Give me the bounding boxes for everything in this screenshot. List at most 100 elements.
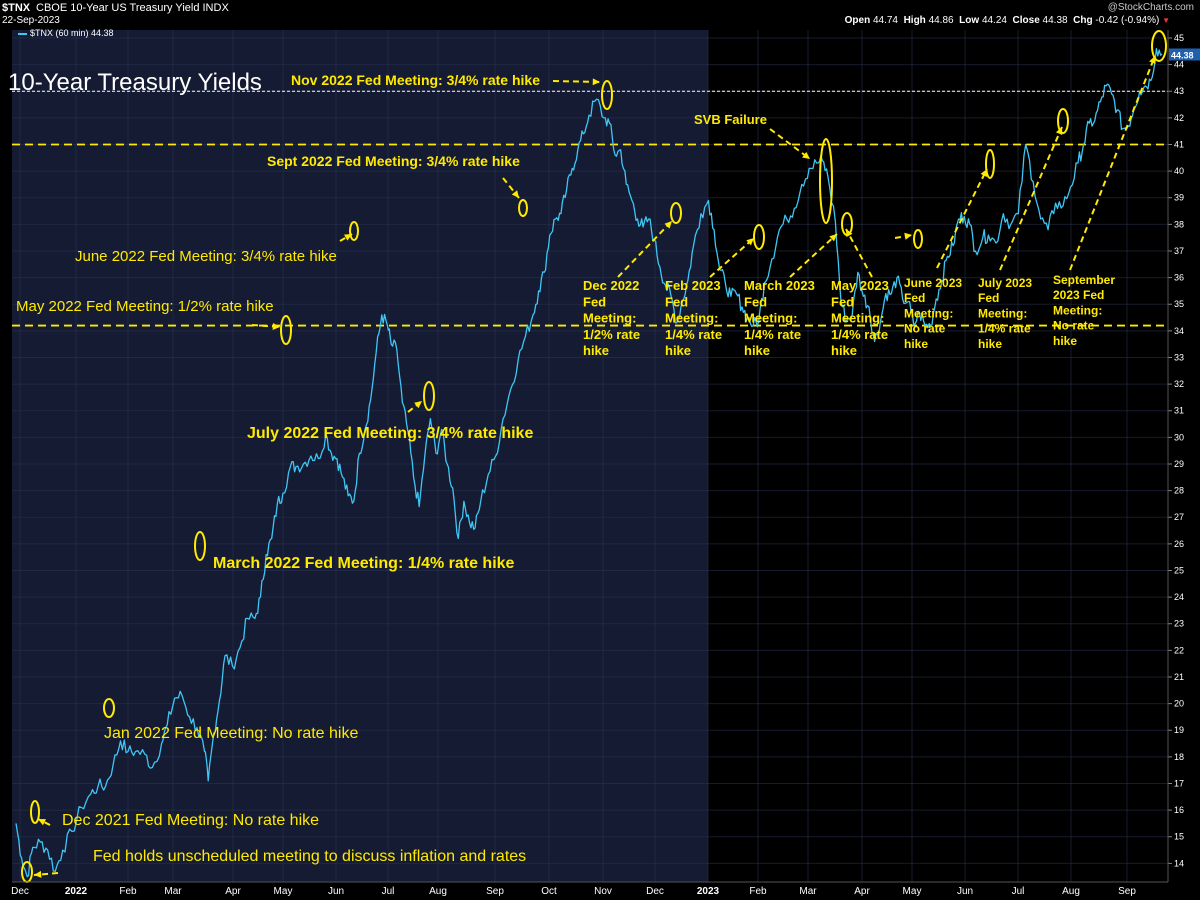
open-label: Open	[844, 15, 871, 26]
high-label: High	[903, 15, 926, 26]
chg-label: Chg	[1073, 15, 1093, 26]
y-tick-label: 39	[1174, 193, 1184, 203]
chg-value: -0.42 (-0.94%)	[1095, 15, 1160, 26]
ann-dec-2021: Dec 2021 Fed Meeting: No rate hike	[62, 812, 319, 829]
y-tick-label: 34	[1174, 326, 1184, 336]
y-tick-label: 22	[1174, 645, 1184, 655]
event-marker-ellipse	[913, 229, 923, 249]
event-marker-ellipse	[753, 224, 765, 250]
high-value: 44.86	[928, 15, 954, 26]
y-tick-label: 24	[1174, 592, 1184, 602]
x-tick-label: May	[903, 886, 922, 897]
annotation-arrowhead	[344, 234, 352, 241]
chart-title: 10-Year Treasury Yields	[8, 69, 262, 96]
annotation-arrowhead	[34, 870, 42, 878]
ann-dec-2021-line: Dec 2021 Fed Meeting: No rate hike	[62, 812, 319, 829]
annotation-arrowhead	[829, 234, 837, 242]
x-tick-label: Mar	[164, 886, 182, 897]
ann-mar-2023-line: 1/4% rate	[744, 327, 801, 342]
ann-dec-2022-line: Dec 2022	[583, 278, 639, 293]
annotation-arrow	[936, 168, 988, 269]
ann-jun-2023-line: Fed	[904, 291, 925, 305]
ann-may-2022-line: May 2022 Fed Meeting: 1/2% rate hike	[16, 298, 274, 315]
ann-feb-2023-line: 1/4% rate	[665, 327, 722, 342]
annotation-arrowhead	[980, 169, 987, 177]
ann-unscheduled: Fed holds unscheduled meeting to discuss…	[93, 848, 526, 865]
ann-may-2023-line: 1/4% rate	[831, 327, 888, 342]
open-value: 44.74	[872, 15, 898, 26]
ann-jan-2022-line: Jan 2022 Fed Meeting: No rate hike	[104, 725, 358, 742]
ann-may-2023-line: Fed	[831, 294, 854, 309]
symbol-label: $TNX	[2, 2, 31, 14]
annotation-arrow	[999, 126, 1063, 271]
ann-dec-2022: Dec 2022 Fed Meeting: 1/2% rate hike	[583, 278, 640, 358]
y-tick-label: 20	[1174, 699, 1184, 709]
change-down-icon: ▼	[1162, 16, 1170, 25]
ann-may-2023-line: Meeting:	[831, 311, 884, 326]
low-value: 44.24	[981, 15, 1007, 26]
y-tick-label: 40	[1174, 166, 1184, 176]
x-tick-label: Apr	[225, 886, 241, 897]
ann-jun-2023-line: hike	[904, 337, 928, 351]
ann-sep-2023-line: September	[1053, 273, 1115, 287]
annotation-arrowhead	[846, 229, 853, 237]
y-tick-label: 23	[1174, 619, 1184, 629]
ann-jul-2022-line: July 2022 Fed Meeting: 3/4% rate hike	[247, 425, 533, 442]
ann-dec-2022-line: hike	[583, 343, 609, 358]
ann-sep-2023-line: hike	[1053, 334, 1077, 348]
legend-label: $TNX (60 min) 44.38	[30, 28, 114, 38]
y-tick-label: 37	[1174, 246, 1184, 256]
y-tick-label: 44	[1174, 60, 1184, 70]
x-tick-label: May	[274, 886, 293, 897]
x-tick-label: Aug	[429, 886, 447, 897]
x-tick-label: Feb	[119, 886, 137, 897]
y-tick-label: 36	[1174, 273, 1184, 283]
y-tick-label: 25	[1174, 565, 1184, 575]
x-tick-label: Aug	[1062, 886, 1080, 897]
ann-svb: SVB Failure	[694, 112, 767, 127]
ann-dec-2022-line: Fed	[583, 294, 606, 309]
y-tick-label: 17	[1174, 778, 1184, 788]
y-tick-label: 43	[1174, 86, 1184, 96]
ann-sep-2023-line: No rate	[1053, 319, 1095, 333]
annotation-arrowhead	[1055, 127, 1063, 135]
ann-mar-2023-line: Fed	[744, 294, 767, 309]
ann-may-2023-line: hike	[831, 343, 857, 358]
y-tick-label: 35	[1174, 299, 1184, 309]
x-tick-label: Dec	[11, 886, 29, 897]
annotation-arrowhead	[746, 238, 754, 246]
y-tick-label: 41	[1174, 139, 1184, 149]
ann-sep-2022-line: Sept 2022 Fed Meeting: 3/4% rate hike	[267, 153, 520, 169]
ann-jun-2023-line: Meeting:	[904, 306, 953, 320]
y-tick-label: 42	[1174, 113, 1184, 123]
y-tick-label: 15	[1174, 832, 1184, 842]
event-marker-ellipse	[985, 149, 995, 179]
ann-jul-2023-line: hike	[978, 337, 1002, 351]
y-tick-label: 30	[1174, 432, 1184, 442]
annotation-arrow	[789, 233, 838, 278]
ann-mar-2022-line: March 2022 Fed Meeting: 1/4% rate hike	[213, 555, 515, 572]
last-value-label: 44.38	[1171, 50, 1194, 60]
event-marker-ellipse	[349, 221, 359, 241]
ann-feb-2023-line: Fed	[665, 294, 688, 309]
event-marker-ellipse	[280, 315, 292, 345]
ann-sep-2023-line: 2023 Fed	[1053, 288, 1104, 302]
annotation-arrow	[1069, 55, 1156, 271]
watermark: @StockCharts.com	[1107, 2, 1194, 13]
event-marker-ellipse	[1057, 108, 1069, 134]
x-tick-label: 2022	[65, 886, 88, 897]
ann-dec-2022-line: Meeting:	[583, 311, 636, 326]
x-tick-label: Sep	[486, 886, 504, 897]
close-value: 44.38	[1042, 15, 1068, 26]
y-tick-label: 45	[1174, 33, 1184, 43]
annotation-arrowhead	[511, 190, 519, 198]
y-tick-label: 28	[1174, 486, 1184, 496]
last-value-tag	[1169, 48, 1200, 61]
ann-feb-2023: Feb 2023 Fed Meeting: 1/4% rate hike	[665, 278, 722, 358]
ann-dec-2022-line: 1/2% rate	[583, 327, 640, 342]
event-marker-ellipse	[670, 202, 682, 224]
ann-may-2023-line: May 2023	[831, 278, 889, 293]
x-tick-label: Dec	[646, 886, 664, 897]
x-tick-label: Feb	[749, 886, 767, 897]
x-tick-label: Jun	[957, 886, 973, 897]
